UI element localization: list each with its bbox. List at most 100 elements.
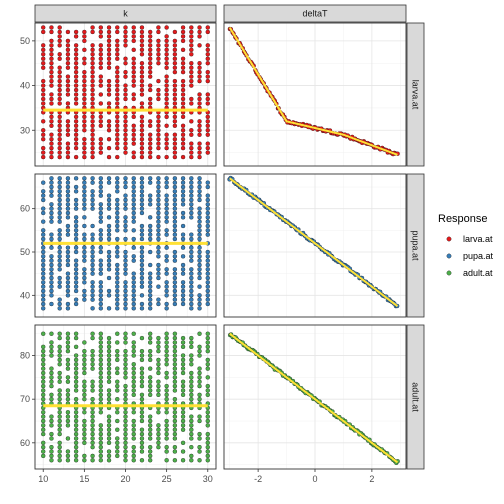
data-point (131, 184, 136, 190)
data-point (123, 370, 128, 376)
data-point (180, 388, 186, 393)
data-point (148, 366, 153, 371)
data-point (197, 141, 202, 146)
data-point (41, 388, 46, 393)
data-point (189, 119, 194, 124)
data-point (156, 245, 161, 250)
data-point (148, 69, 153, 75)
data-point (148, 288, 153, 294)
data-point (172, 388, 178, 393)
data-point (156, 47, 161, 52)
data-point (197, 445, 202, 450)
data-point (73, 357, 79, 363)
data-point (172, 249, 178, 255)
data-point (164, 436, 169, 441)
data-point (82, 370, 87, 376)
data-point (41, 249, 46, 255)
data-point (41, 119, 46, 124)
data-point (41, 197, 46, 203)
data-point (82, 245, 87, 250)
data-point (82, 418, 87, 424)
data-point (115, 388, 120, 393)
data-point (180, 141, 186, 146)
data-point (164, 197, 169, 203)
data-point (205, 180, 210, 185)
data-point (131, 219, 136, 224)
data-point (90, 176, 95, 181)
data-point (205, 301, 210, 307)
data-point (131, 69, 136, 75)
data-point (82, 189, 87, 194)
data-point (98, 83, 103, 88)
data-point (156, 223, 161, 229)
data-point (189, 150, 194, 155)
data-point (98, 150, 103, 155)
data-point (131, 154, 136, 160)
data-point (73, 141, 79, 146)
data-point (65, 38, 71, 44)
data-point (57, 184, 62, 190)
data-point (49, 176, 54, 181)
data-point (106, 349, 112, 354)
data-point (205, 101, 210, 106)
data-point (205, 197, 210, 203)
data-point (139, 353, 145, 358)
data-point (41, 306, 46, 311)
data-point (41, 449, 46, 454)
data-point (49, 47, 54, 52)
data-point (180, 245, 186, 250)
data-point (197, 150, 202, 155)
data-point (57, 245, 62, 250)
data-point (90, 366, 95, 371)
data-point (115, 280, 120, 285)
data-point (49, 353, 54, 358)
data-point (172, 349, 178, 354)
column-strip-label: k (123, 9, 128, 19)
data-point (123, 410, 128, 415)
data-point (156, 219, 161, 224)
data-point (98, 344, 103, 349)
data-point (73, 65, 79, 70)
data-point (90, 267, 95, 272)
data-point (172, 69, 178, 75)
data-point (123, 349, 128, 354)
data-point (189, 145, 194, 151)
data-point (123, 353, 128, 358)
data-point (49, 189, 54, 194)
data-point (90, 280, 95, 285)
data-point (205, 258, 210, 263)
data-point (139, 128, 145, 133)
data-point (148, 353, 153, 358)
data-point (65, 458, 71, 463)
data-point (156, 38, 161, 44)
row-strip (406, 173, 425, 318)
data-point (164, 284, 169, 289)
data-point (115, 29, 120, 35)
data-point (65, 65, 71, 70)
data-point (189, 267, 194, 272)
legend-key (446, 236, 452, 242)
data-point (148, 445, 153, 450)
data-point (131, 141, 136, 146)
data-point (139, 38, 145, 44)
data-point (197, 193, 202, 198)
data-point (57, 410, 62, 415)
data-point (73, 34, 79, 39)
data-point (123, 297, 128, 302)
y-tick-label: 70 (20, 394, 30, 404)
data-point (57, 202, 62, 207)
data-point (82, 353, 87, 358)
data-point (115, 219, 120, 224)
data-point (139, 154, 145, 160)
data-point (156, 383, 161, 389)
data-point (98, 137, 103, 142)
data-point (57, 370, 62, 376)
data-point (57, 56, 62, 61)
data-point (189, 284, 194, 289)
data-point (139, 383, 145, 389)
data-point (139, 193, 145, 198)
data-point (115, 440, 120, 445)
data-point (148, 228, 153, 233)
y-tick-label: 50 (20, 36, 30, 46)
data-point (90, 306, 95, 311)
